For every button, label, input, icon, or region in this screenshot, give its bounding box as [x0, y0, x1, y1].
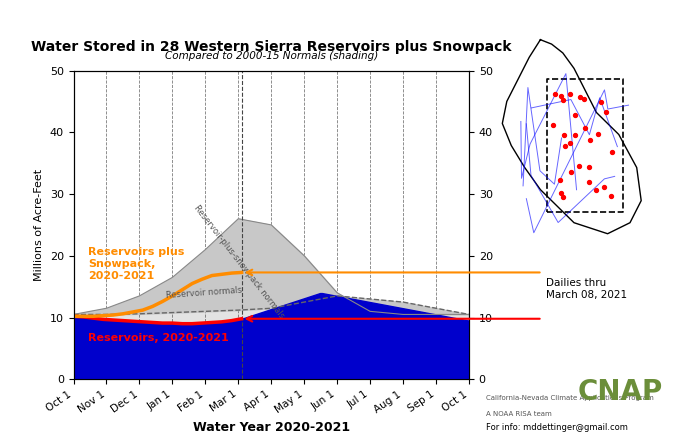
Point: [550, 91, 561, 98]
Point: [606, 192, 617, 199]
Point: [584, 137, 596, 144]
Point: [564, 90, 575, 97]
Text: Compared to 2000-15 Normals (shading): Compared to 2000-15 Normals (shading): [164, 51, 378, 61]
Point: [601, 108, 612, 115]
Text: Reservoir-plus-snowpack normals: Reservoir-plus-snowpack normals: [192, 204, 286, 321]
X-axis label: Water Year 2020-2021: Water Year 2020-2021: [193, 421, 350, 434]
Point: [556, 93, 567, 100]
Text: California-Nevada Climate Applications Program: California-Nevada Climate Applications P…: [486, 395, 654, 401]
Point: [569, 112, 580, 119]
Text: CNAP: CNAP: [578, 378, 663, 406]
Point: [565, 168, 576, 176]
Point: [592, 130, 603, 137]
Point: [598, 183, 610, 191]
Text: Dailies thru
March 08, 2021: Dailies thru March 08, 2021: [546, 278, 627, 300]
Point: [564, 140, 575, 147]
Point: [559, 142, 570, 149]
Point: [554, 177, 566, 184]
Text: A NOAA RISA team: A NOAA RISA team: [486, 411, 552, 417]
Y-axis label: Millions of Acre-Feet: Millions of Acre-Feet: [34, 169, 44, 281]
Text: Reservoirs, 2020-2021: Reservoirs, 2020-2021: [88, 333, 229, 343]
Point: [607, 149, 618, 156]
Point: [584, 178, 595, 185]
Point: [570, 132, 581, 139]
Point: [578, 96, 589, 103]
Point: [559, 131, 570, 138]
Point: [556, 190, 567, 197]
Text: For info: mddettinger@gmail.com: For info: mddettinger@gmail.com: [486, 423, 629, 432]
Text: Reservoirs plus
Snowpack,
2020-2021: Reservoirs plus Snowpack, 2020-2021: [88, 247, 185, 281]
Point: [579, 124, 590, 131]
Point: [573, 163, 584, 170]
Point: [584, 164, 595, 171]
Title: Water Stored in 28 Western Sierra Reservoirs plus Snowpack: Water Stored in 28 Western Sierra Reserv…: [31, 40, 512, 54]
Point: [547, 122, 559, 129]
Point: [557, 97, 568, 104]
Point: [557, 193, 568, 200]
Point: [575, 93, 586, 101]
Text: Reservoir normals: Reservoir normals: [166, 286, 243, 300]
Point: [590, 187, 601, 194]
Point: [595, 98, 606, 105]
